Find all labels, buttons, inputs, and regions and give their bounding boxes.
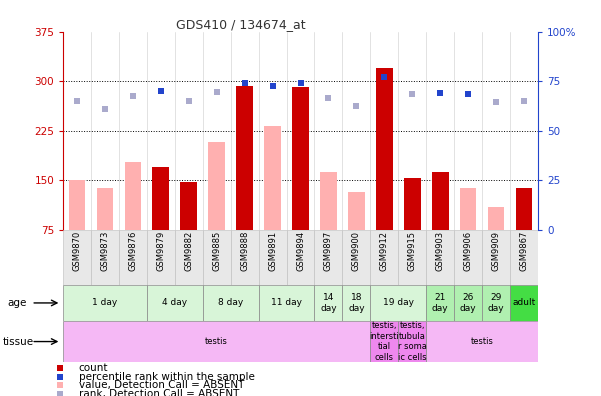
Bar bbox=[510, 230, 538, 285]
Bar bbox=[398, 230, 426, 285]
Text: percentile rank within the sample: percentile rank within the sample bbox=[79, 372, 255, 382]
Text: 14
day: 14 day bbox=[320, 293, 337, 312]
Text: GSM9882: GSM9882 bbox=[185, 231, 194, 271]
Bar bbox=[454, 285, 482, 321]
Bar bbox=[63, 285, 147, 321]
Bar bbox=[516, 188, 532, 230]
Bar bbox=[426, 321, 538, 362]
Bar bbox=[147, 230, 175, 285]
Text: testis,
intersti
tial
cells: testis, intersti tial cells bbox=[370, 322, 399, 362]
Bar bbox=[124, 162, 141, 230]
Bar bbox=[258, 230, 287, 285]
Bar bbox=[236, 86, 253, 230]
Text: age: age bbox=[7, 298, 26, 308]
Bar bbox=[482, 230, 510, 285]
Bar bbox=[287, 230, 314, 285]
Bar bbox=[231, 230, 258, 285]
Bar bbox=[343, 230, 370, 285]
Bar bbox=[119, 230, 147, 285]
Text: GSM9915: GSM9915 bbox=[407, 231, 416, 271]
Bar bbox=[426, 230, 454, 285]
Text: 21
day: 21 day bbox=[432, 293, 448, 312]
Text: 11 day: 11 day bbox=[271, 299, 302, 307]
Bar bbox=[487, 207, 504, 230]
Bar bbox=[454, 230, 482, 285]
Bar bbox=[97, 188, 114, 230]
Bar bbox=[376, 68, 392, 230]
Text: 29
day: 29 day bbox=[487, 293, 504, 312]
Bar bbox=[91, 230, 119, 285]
Bar bbox=[69, 180, 85, 230]
Text: GSM9888: GSM9888 bbox=[240, 231, 249, 271]
Text: GSM9897: GSM9897 bbox=[324, 231, 333, 271]
Text: GSM9912: GSM9912 bbox=[380, 231, 389, 271]
Bar bbox=[343, 285, 370, 321]
Bar bbox=[180, 181, 197, 230]
Bar bbox=[147, 285, 203, 321]
Bar bbox=[153, 167, 169, 230]
Text: GSM9873: GSM9873 bbox=[100, 231, 109, 271]
Bar bbox=[63, 230, 91, 285]
Text: 4 day: 4 day bbox=[162, 299, 188, 307]
Bar bbox=[510, 285, 538, 321]
Text: testis: testis bbox=[206, 337, 228, 346]
Text: GSM9891: GSM9891 bbox=[268, 231, 277, 271]
Bar bbox=[426, 285, 454, 321]
Text: 19 day: 19 day bbox=[383, 299, 413, 307]
Bar bbox=[209, 142, 225, 230]
Bar bbox=[203, 230, 231, 285]
Text: 8 day: 8 day bbox=[218, 299, 243, 307]
Text: rank, Detection Call = ABSENT: rank, Detection Call = ABSENT bbox=[79, 388, 239, 396]
Text: GSM9906: GSM9906 bbox=[463, 231, 472, 271]
Bar bbox=[348, 192, 365, 230]
Text: 26
day: 26 day bbox=[460, 293, 477, 312]
Bar bbox=[432, 171, 448, 230]
Bar bbox=[370, 230, 398, 285]
Text: value, Detection Call = ABSENT: value, Detection Call = ABSENT bbox=[79, 380, 244, 390]
Bar bbox=[258, 285, 314, 321]
Bar bbox=[460, 188, 477, 230]
Text: GSM9867: GSM9867 bbox=[519, 231, 528, 271]
Text: 18
day: 18 day bbox=[348, 293, 365, 312]
Bar bbox=[370, 321, 398, 362]
Text: GSM9876: GSM9876 bbox=[129, 231, 138, 271]
Bar bbox=[314, 230, 343, 285]
Text: testis,
tubula
r soma
ic cells: testis, tubula r soma ic cells bbox=[398, 322, 427, 362]
Bar bbox=[398, 321, 426, 362]
Bar bbox=[203, 285, 258, 321]
Text: GDS410 / 134674_at: GDS410 / 134674_at bbox=[175, 18, 305, 31]
Bar bbox=[370, 285, 426, 321]
Bar bbox=[404, 178, 421, 230]
Text: GSM9870: GSM9870 bbox=[73, 231, 82, 271]
Text: tissue: tissue bbox=[3, 337, 34, 346]
Bar bbox=[482, 285, 510, 321]
Text: GSM9900: GSM9900 bbox=[352, 231, 361, 271]
Bar bbox=[292, 87, 309, 230]
Text: GSM9885: GSM9885 bbox=[212, 231, 221, 271]
Bar bbox=[63, 321, 370, 362]
Text: adult: adult bbox=[512, 299, 535, 307]
Text: GSM9879: GSM9879 bbox=[156, 231, 165, 271]
Text: GSM9903: GSM9903 bbox=[436, 231, 445, 271]
Text: GSM9894: GSM9894 bbox=[296, 231, 305, 271]
Text: count: count bbox=[79, 364, 108, 373]
Text: 1 day: 1 day bbox=[93, 299, 118, 307]
Bar bbox=[320, 171, 337, 230]
Text: GSM9909: GSM9909 bbox=[492, 231, 501, 271]
Bar bbox=[264, 126, 281, 230]
Bar bbox=[314, 285, 343, 321]
Bar bbox=[175, 230, 203, 285]
Text: testis: testis bbox=[471, 337, 493, 346]
